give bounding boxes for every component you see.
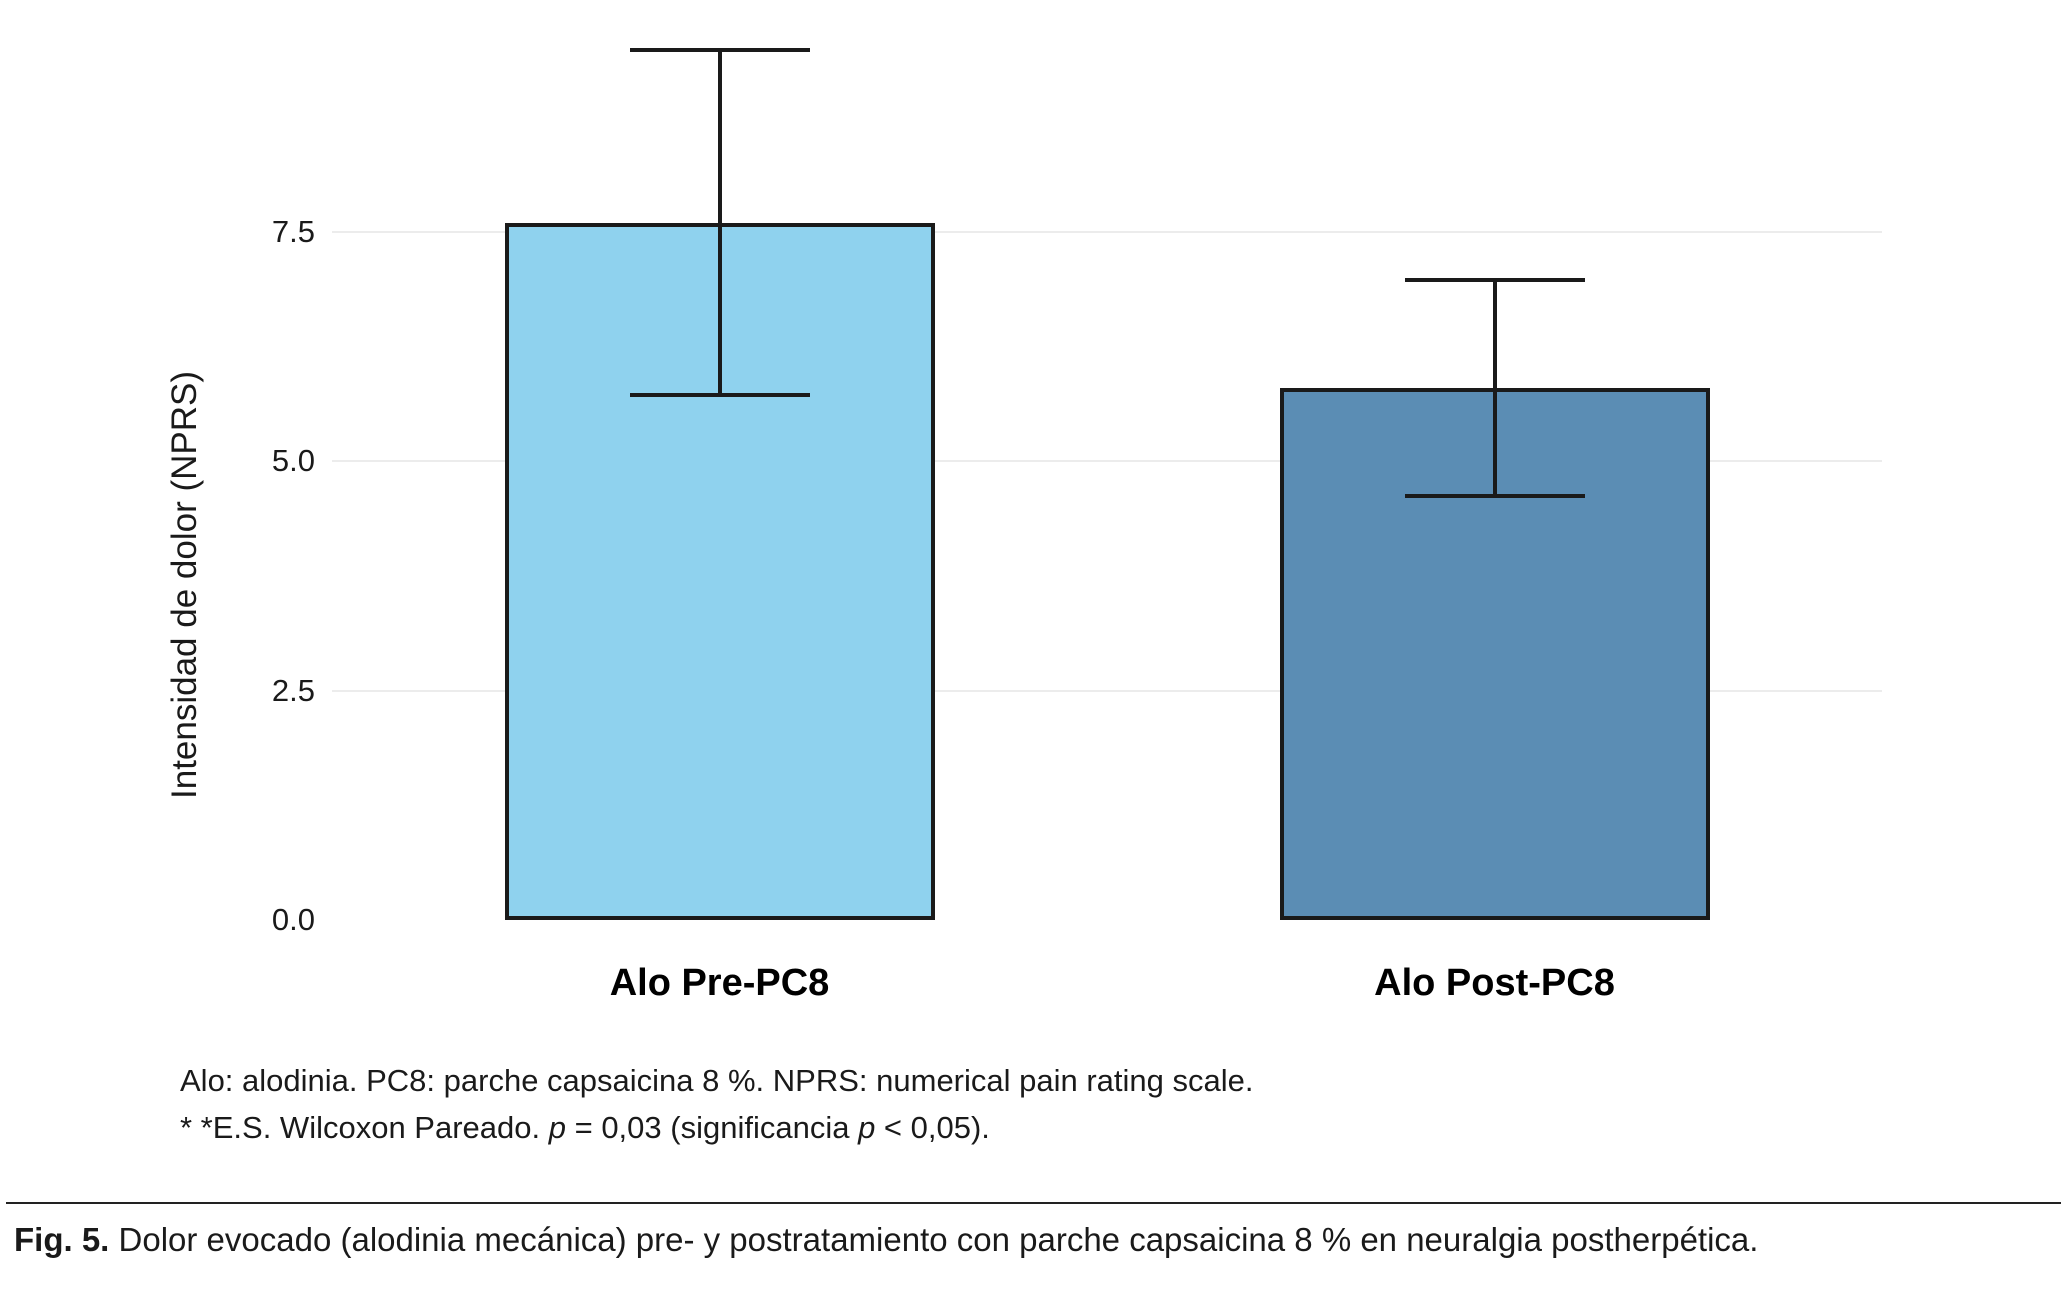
x-axis-label-post-pc8: Alo Post-PC8 [1374, 962, 1615, 1004]
caption-divider [6, 1202, 2061, 1204]
gridline [332, 689, 1882, 692]
chart-footnote: Alo: alodinia. PC8: parche capsaicina 8 … [180, 1058, 1254, 1151]
x-axis-label-pre-pc8: Alo Pre-PC8 [609, 962, 830, 1004]
bars-container [332, 16, 1882, 920]
footnote-p-symbol: p [548, 1109, 566, 1145]
gridline [332, 460, 1882, 463]
bar-group-pre-pc8 [504, 16, 935, 920]
figure-caption-label: Fig. 5. [14, 1221, 110, 1258]
error-bar-stem [1492, 277, 1497, 498]
footnote-segment: = 0,03 (significancia [565, 1109, 859, 1145]
y-tick-label: 7.5 [271, 213, 315, 249]
error-bar [1404, 277, 1585, 498]
footnote-line-1: Alo: alodinia. PC8: parche capsaicina 8 … [180, 1063, 1254, 1098]
error-bar [629, 48, 810, 397]
gridline [332, 230, 1882, 233]
error-bar-cap [629, 392, 810, 397]
x-axis-labels: Alo Pre-PC8 Alo Post-PC8 [332, 962, 1882, 1005]
error-bar-cap [1404, 493, 1585, 498]
figure-caption-text: Dolor evocado (alodinia mecánica) pre- y… [109, 1221, 1759, 1258]
footnote-line-2: * *E.S. Wilcoxon Pareado. p = 0,03 (sign… [180, 1105, 1254, 1152]
y-tick-label: 0.0 [271, 902, 315, 937]
y-tick-label: 5.0 [271, 443, 315, 479]
error-bar-stem [717, 48, 722, 397]
figure-caption: Fig. 5. Dolor evocado (alodinia mecánica… [14, 1218, 2053, 1262]
y-axis-ticks: 0.0 2.5 5.0 7.5 [180, 16, 315, 937]
y-tick-label: 2.5 [271, 672, 315, 708]
bar-group-post-pc8 [1279, 16, 1710, 920]
plot-area [332, 16, 1882, 920]
footnote-p-symbol: p [858, 1109, 876, 1145]
footnote-segment: * *E.S. Wilcoxon Pareado. [180, 1109, 549, 1145]
footnote-segment: < 0,05). [875, 1109, 990, 1145]
